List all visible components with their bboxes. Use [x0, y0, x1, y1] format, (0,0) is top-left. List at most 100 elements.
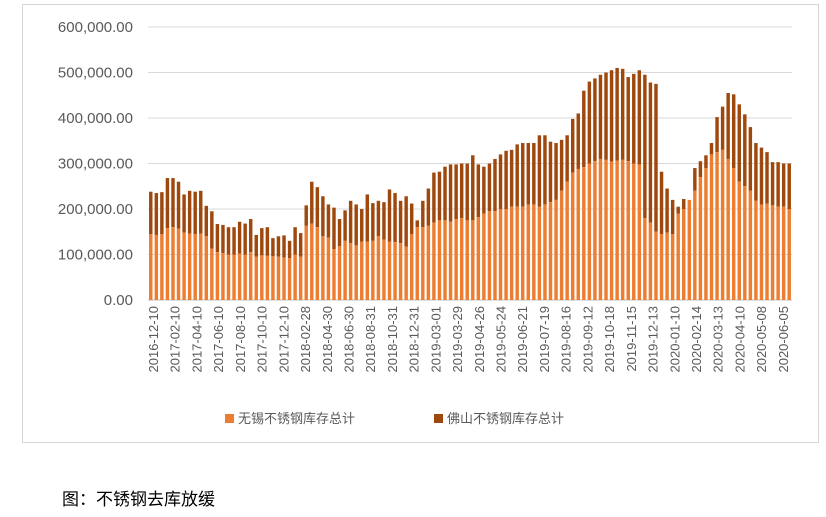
bar-foshan: [543, 135, 547, 205]
bar-foshan: [415, 220, 419, 228]
bar-foshan: [321, 196, 325, 237]
bar-foshan: [620, 68, 625, 160]
bar-wuxi: [404, 246, 408, 300]
bar-wuxi: [171, 227, 175, 300]
x-tick-label: 2019-11-15: [624, 306, 639, 372]
bar-wuxi: [298, 256, 303, 300]
y-tick-label: 600,000.00: [58, 19, 133, 36]
bar-wuxi: [498, 209, 503, 300]
bar-wuxi: [310, 223, 314, 300]
bar-foshan: [282, 235, 286, 258]
bar-foshan: [765, 152, 769, 204]
bar-foshan: [659, 171, 664, 235]
bar-foshan: [387, 189, 392, 242]
bar-wuxi: [421, 227, 425, 300]
bar-foshan: [576, 113, 580, 169]
bar-foshan: [665, 188, 669, 233]
x-tick-label: 2017-10-10: [255, 306, 270, 373]
bar-wuxi: [326, 237, 331, 300]
x-tick-label: 2018-12-31: [407, 306, 422, 373]
bar-foshan: [459, 163, 464, 219]
bar-foshan: [787, 163, 791, 209]
bar-foshan: [720, 106, 725, 150]
bar-wuxi: [465, 220, 469, 300]
bar-wuxi: [199, 233, 203, 300]
bar-wuxi: [643, 218, 647, 300]
bar-foshan: [593, 78, 597, 162]
bar-wuxi: [493, 211, 497, 300]
bar-foshan: [226, 227, 231, 255]
bar-wuxi: [670, 234, 675, 300]
bar-wuxi: [471, 220, 475, 300]
x-tick-label: 2019-09-12: [580, 306, 595, 373]
bar-wuxi: [415, 227, 419, 300]
bar-wuxi: [737, 181, 741, 300]
bar-foshan: [554, 143, 558, 200]
y-tick-label: 300,000.00: [58, 156, 133, 173]
bar-foshan: [171, 178, 175, 228]
bar-foshan: [376, 200, 381, 237]
bar-wuxi: [376, 236, 381, 300]
bar-wuxi: [276, 256, 281, 300]
bar-foshan: [260, 228, 264, 256]
bar-wuxi: [149, 234, 153, 300]
bar-wuxi: [165, 228, 170, 300]
bar-wuxi: [648, 222, 653, 300]
x-tick-label: 2018-06-30: [341, 306, 356, 373]
bar-wuxi: [487, 211, 492, 300]
bar-foshan: [709, 143, 714, 155]
bar-foshan: [487, 163, 492, 212]
bar-foshan: [348, 200, 353, 244]
bar-wuxi: [554, 199, 558, 300]
x-tick-label: 2019-03-29: [450, 306, 465, 373]
x-tick-label: 2018-02-28: [298, 306, 313, 373]
x-tick-label: 2017-08-10: [233, 306, 248, 373]
bar-wuxi: [504, 209, 508, 300]
bar-wuxi: [315, 227, 320, 300]
bar-foshan: [221, 224, 225, 254]
bar-wuxi: [160, 234, 164, 300]
bar-wuxi: [565, 181, 569, 300]
y-tick-label: 500,000.00: [58, 65, 133, 82]
legend-swatch-wuxi: [225, 414, 234, 423]
bar-foshan: [537, 135, 542, 207]
bar-wuxi: [781, 206, 786, 300]
bar-foshan: [243, 223, 247, 255]
bar-foshan: [476, 164, 481, 218]
bar-foshan: [326, 204, 331, 238]
bar-wuxi: [221, 253, 225, 300]
bar-foshan: [632, 73, 636, 164]
bar-foshan: [199, 190, 203, 234]
bar-foshan: [643, 74, 647, 219]
bar-wuxi: [409, 234, 414, 300]
bar-wuxi: [532, 204, 536, 300]
bar-wuxi: [254, 256, 258, 300]
bar-foshan: [454, 164, 458, 220]
bar-wuxi: [587, 163, 592, 300]
bar-wuxi: [443, 220, 447, 300]
bar-wuxi: [704, 168, 708, 300]
bar-wuxi: [521, 206, 525, 300]
bar-wuxi: [226, 254, 231, 300]
bar-wuxi: [476, 217, 481, 300]
bar-wuxi: [398, 243, 403, 300]
bar-wuxi: [371, 240, 375, 300]
bar-foshan: [548, 141, 553, 203]
x-tick-label: 2017-02-10: [168, 306, 183, 373]
bar-foshan: [715, 117, 719, 153]
bar-wuxi: [709, 154, 714, 300]
bar-wuxi: [770, 205, 775, 300]
bar-foshan: [426, 188, 431, 226]
x-tick-label: 2020-01-10: [667, 306, 682, 373]
x-tick-label: 2018-10-31: [385, 306, 400, 373]
bar-foshan: [182, 194, 186, 233]
bar-wuxi: [659, 234, 664, 300]
bar-wuxi: [637, 164, 642, 300]
bar-wuxi: [765, 203, 769, 300]
bar-foshan: [409, 203, 414, 235]
bar-foshan: [298, 233, 303, 257]
bar-wuxi: [526, 204, 531, 300]
bar-wuxi: [343, 240, 347, 300]
bar-wuxi: [459, 218, 464, 300]
bar-wuxi: [304, 225, 308, 300]
